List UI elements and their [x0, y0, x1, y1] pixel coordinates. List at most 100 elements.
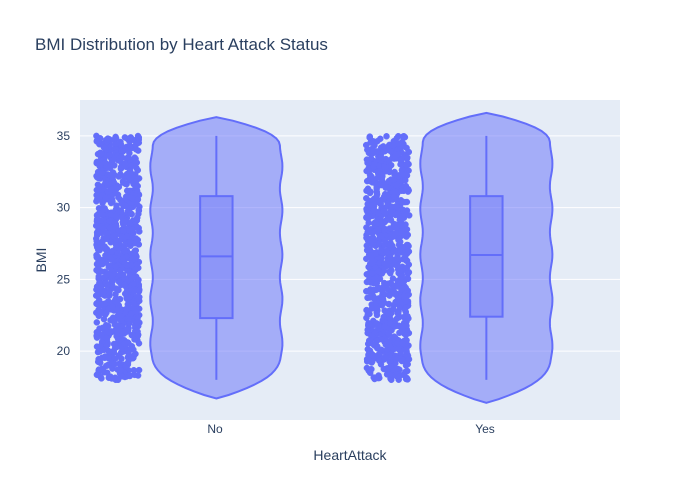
- data-point: [100, 315, 108, 323]
- data-point: [401, 306, 409, 314]
- data-point: [110, 155, 118, 163]
- data-point: [132, 155, 139, 163]
- data-point: [392, 230, 399, 237]
- data-point: [102, 179, 109, 186]
- data-point: [405, 242, 412, 250]
- data-point: [368, 269, 376, 277]
- data-point: [384, 310, 392, 317]
- data-point: [110, 340, 118, 348]
- data-point: [106, 151, 113, 159]
- data-point: [395, 236, 402, 244]
- data-point: [126, 134, 134, 142]
- data-point: [107, 239, 114, 246]
- data-point: [134, 166, 142, 174]
- data-point: [106, 348, 113, 355]
- violin-body: [149, 116, 284, 400]
- data-point: [121, 340, 128, 347]
- data-point: [381, 226, 388, 234]
- data-point: [119, 254, 127, 262]
- data-point: [119, 147, 127, 155]
- data-point: [102, 246, 110, 254]
- data-point: [97, 301, 105, 309]
- data-point: [93, 198, 100, 205]
- data-point: [92, 222, 100, 229]
- data-point: [96, 259, 103, 267]
- data-point: [125, 173, 132, 180]
- data-point: [369, 352, 377, 360]
- data-point: [103, 309, 110, 317]
- data-point: [405, 248, 413, 255]
- data-point: [115, 194, 122, 201]
- data-point: [377, 154, 385, 161]
- data-point: [125, 154, 132, 161]
- data-point: [363, 177, 371, 185]
- data-point: [97, 308, 104, 315]
- data-point: [403, 264, 411, 272]
- data-point: [382, 247, 390, 255]
- data-point: [367, 237, 375, 244]
- data-point: [373, 337, 381, 345]
- data-point: [126, 319, 133, 327]
- data-point: [121, 281, 128, 288]
- data-point: [380, 181, 387, 189]
- data-point: [365, 167, 373, 175]
- data-point: [123, 306, 130, 313]
- data-point: [130, 300, 138, 307]
- data-point: [110, 233, 117, 240]
- data-point: [396, 298, 403, 305]
- data-point: [387, 161, 395, 169]
- data-point: [131, 254, 139, 262]
- data-point: [115, 352, 123, 359]
- data-point: [366, 369, 374, 377]
- y-tick-label: 30: [57, 201, 71, 215]
- data-point: [404, 231, 412, 239]
- data-point: [386, 371, 394, 378]
- data-point: [375, 322, 383, 330]
- data-point: [386, 147, 394, 155]
- data-point: [365, 322, 372, 329]
- data-point: [104, 322, 112, 330]
- data-point: [98, 150, 105, 157]
- data-point: [95, 265, 102, 273]
- data-point: [403, 207, 411, 214]
- data-point: [402, 177, 409, 184]
- data-point: [120, 227, 127, 235]
- data-point: [130, 366, 138, 374]
- data-point: [391, 188, 399, 195]
- data-point: [107, 197, 114, 204]
- data-point: [127, 345, 134, 353]
- data-point: [372, 304, 379, 311]
- data-point: [93, 186, 101, 194]
- data-point: [368, 202, 376, 209]
- data-point: [128, 226, 136, 233]
- data-point: [108, 375, 116, 382]
- data-point: [93, 237, 100, 245]
- data-point: [102, 362, 110, 370]
- data-point: [111, 360, 118, 368]
- data-point: [114, 322, 122, 329]
- data-point: [122, 193, 130, 200]
- data-point: [378, 233, 385, 240]
- data-point: [130, 288, 138, 295]
- data-point: [368, 173, 375, 180]
- data-point: [371, 375, 378, 383]
- data-point: [384, 192, 392, 199]
- y-tick-label: 35: [57, 129, 71, 143]
- data-point: [100, 225, 107, 232]
- data-point: [117, 138, 124, 146]
- data-point: [379, 173, 386, 180]
- data-point: [372, 286, 380, 294]
- data-point: [380, 143, 387, 150]
- data-point: [132, 146, 140, 153]
- data-point: [381, 323, 388, 331]
- data-point: [372, 250, 380, 258]
- data-point: [94, 358, 102, 366]
- data-point: [363, 156, 371, 163]
- data-point: [379, 284, 387, 291]
- data-point: [404, 274, 411, 282]
- data-point: [118, 200, 125, 207]
- data-point: [398, 187, 405, 194]
- data-point: [374, 198, 381, 206]
- data-point: [394, 150, 402, 158]
- data-point: [97, 210, 105, 217]
